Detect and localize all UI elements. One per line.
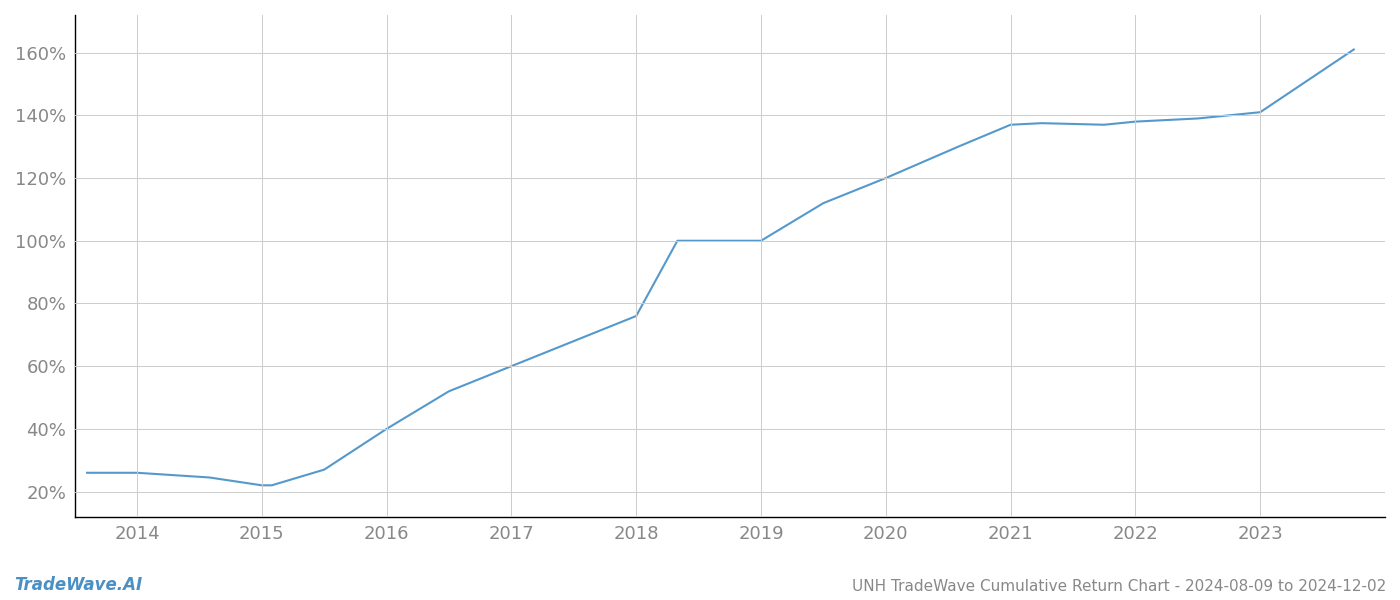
Text: UNH TradeWave Cumulative Return Chart - 2024-08-09 to 2024-12-02: UNH TradeWave Cumulative Return Chart - … [851, 579, 1386, 594]
Text: TradeWave.AI: TradeWave.AI [14, 576, 143, 594]
